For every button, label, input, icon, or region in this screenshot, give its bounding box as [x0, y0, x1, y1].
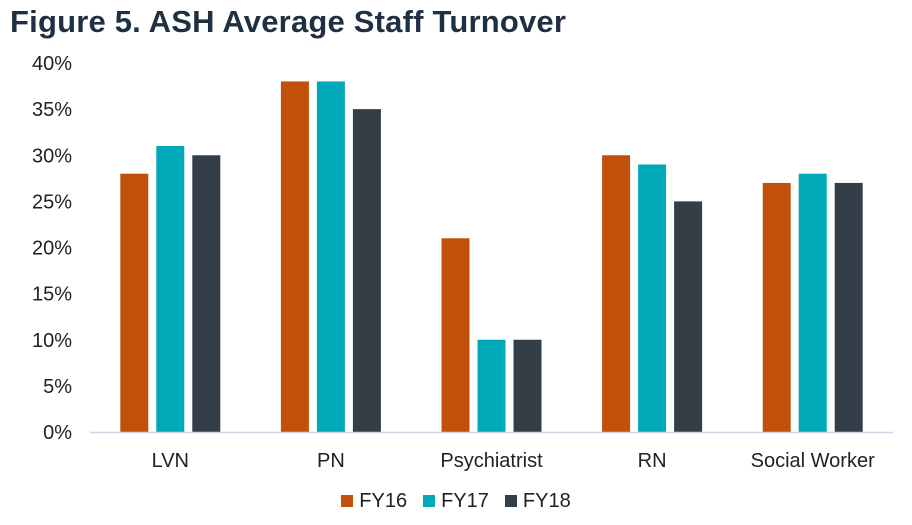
- y-tick-label: 5%: [43, 376, 72, 398]
- bar-fy18-pn: [352, 109, 381, 432]
- y-axis: 0% 5% 10% 15% 20% 25% 30% 35% 40%: [32, 53, 72, 444]
- bar-chart: 0% 5% 10% 15% 20% 25% 30% 35% 40% LVN PN Psychiatr…: [32, 53, 893, 472]
- x-tick-label: PN: [317, 450, 345, 472]
- x-tick-label: LVN: [152, 450, 189, 472]
- legend-item-fy16: FY16: [341, 490, 407, 513]
- bar-fy16-social-worker: [762, 182, 791, 432]
- y-tick-label: 10%: [32, 330, 72, 352]
- bars: [120, 81, 863, 432]
- bar-fy16-psychiatrist: [441, 238, 470, 432]
- x-tick-label: RN: [638, 450, 667, 472]
- chart-title: Figure 5. ASH Average Staff Turnover: [10, 4, 567, 39]
- legend-label: FY18: [522, 489, 571, 512]
- y-tick-label: 15%: [32, 284, 72, 306]
- bar-fy17-social-worker: [798, 173, 827, 432]
- legend-label: FY16: [359, 489, 408, 512]
- x-tick-label: Psychiatrist: [440, 450, 543, 472]
- x-axis: LVN PN Psychiatrist RN Social Worker: [90, 431, 893, 472]
- y-tick-label: 0%: [43, 422, 72, 444]
- bar-fy18-rn: [674, 201, 703, 432]
- bar-fy16-pn: [280, 81, 309, 432]
- legend-swatch: [423, 495, 436, 507]
- legend-swatch: [504, 495, 517, 507]
- legend-swatch: [341, 495, 354, 507]
- legend-item-fy17: FY17: [423, 490, 489, 513]
- bar-fy17-psychiatrist: [477, 339, 506, 432]
- x-tick-label: Social Worker: [751, 450, 875, 472]
- y-tick-label: 40%: [32, 53, 72, 75]
- y-tick-label: 30%: [32, 145, 72, 167]
- legend-label: FY17: [441, 489, 489, 512]
- bar-fy18-social-worker: [834, 182, 863, 432]
- legend-item-fy18: FY18: [504, 489, 571, 513]
- y-tick-label: 20%: [32, 238, 72, 260]
- y-tick-label: 25%: [32, 191, 72, 213]
- bar-fy17-lvn: [156, 146, 185, 432]
- bar-fy17-pn: [316, 81, 345, 432]
- bar-fy18-lvn: [192, 155, 221, 432]
- legend: FY16 FY17 FY18: [0, 486, 912, 516]
- bar-fy17-rn: [638, 164, 667, 432]
- y-tick-label: 35%: [32, 99, 72, 121]
- bar-fy16-rn: [602, 155, 631, 432]
- bar-fy16-lvn: [120, 173, 149, 432]
- bar-fy18-psychiatrist: [513, 339, 542, 432]
